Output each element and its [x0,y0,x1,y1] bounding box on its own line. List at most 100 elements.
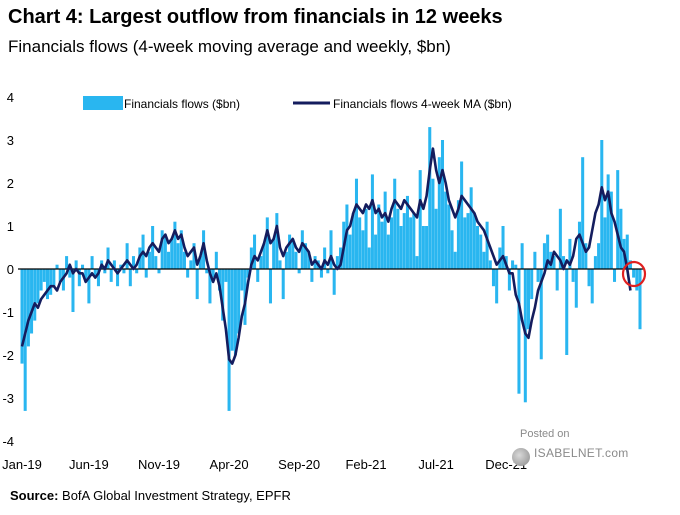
flow-bar [249,247,253,269]
flow-bar [616,170,620,269]
flow-bar [288,234,292,269]
flow-bar [326,269,330,274]
flow-bar [491,269,495,287]
flow-bar [606,174,610,269]
flow-bar [208,269,212,304]
bar-series [20,127,642,411]
flow-bar [399,226,403,269]
flow-bar [593,256,597,269]
source-note: Source: BofA Global Investment Strategy,… [10,488,291,503]
flow-bar [466,213,470,269]
flow-bar [495,269,499,304]
legend-line-label: Financials flows 4-week MA ($bn) [333,97,512,111]
flow-bar [501,226,505,269]
flow-bar [472,213,476,269]
flow-bar [74,260,78,269]
flow-bar [542,243,546,269]
flow-bar [361,230,365,269]
flow-bar [386,234,390,269]
flow-bar [253,234,257,269]
flow-bar [284,251,288,269]
flow-bar [259,256,263,269]
flow-bar [584,243,588,269]
flow-bar [68,269,72,278]
flow-bar [278,260,282,269]
x-tick-label: Nov-19 [138,457,180,472]
flow-bar [176,243,180,269]
flow-bar [144,269,148,278]
flow-bar [112,260,116,269]
flow-bar [402,213,406,269]
flow-bar [205,269,209,274]
flow-bar [444,191,448,269]
x-tick-label: Jan-19 [2,457,42,472]
x-tick-label: Jun-19 [69,457,109,472]
flow-bar [613,269,617,282]
flow-bar [609,191,613,269]
flow-bar [116,269,120,287]
flow-bar [562,256,566,269]
flow-bar [603,217,607,269]
flow-bar [568,238,572,269]
flow-bar [39,269,43,291]
flow-bar [275,213,279,269]
flow-bar [453,251,457,269]
flow-bar [571,269,575,282]
flow-bar [421,226,425,269]
flow-bar [160,230,164,269]
flow-bar [157,269,161,274]
watermark: Posted on ISABELNET.com [512,428,642,470]
flow-bar [437,157,441,269]
flow-bar [71,269,75,312]
flow-bar [354,178,358,269]
flow-bar [539,269,543,360]
flow-bar [460,161,464,269]
x-tick-label: Sep-20 [278,457,320,472]
chart-subtitle: Financials flows (4-week moving average … [8,37,451,56]
x-axis-labels: Jan-19 Jun-19 Nov-19 Apr-20 Sep-20 Feb-21 Jul-… [2,457,527,472]
flow-bar [390,217,394,269]
flow-bar [482,251,486,269]
flow-bar [488,260,492,269]
flow-bar [77,269,81,287]
flow-bar [329,230,333,269]
highlight-circle [621,260,647,288]
flow-bar [291,238,295,269]
flow-bar [170,238,174,269]
flow-bar [431,178,435,269]
flow-bar [109,269,113,282]
flow-bar [485,221,489,269]
flow-bar [217,269,222,291]
flow-bar [58,269,62,282]
flow-bar [425,226,429,269]
flow-bar [272,238,276,269]
flow-bar [103,269,107,274]
x-tick-label: Jul-21 [418,457,453,472]
watermark-site: ISABELNET.com [534,446,629,460]
flow-bar [628,260,632,269]
flow-bar [87,269,91,304]
flow-bar [469,187,473,269]
flow-bar [30,269,34,334]
flow-bar [463,217,467,269]
flow-bar [294,251,298,269]
flow-bar [600,140,604,269]
flow-bar [65,256,69,269]
flow-bar [380,221,384,269]
flow-bar [179,230,183,269]
flow-bar [262,243,266,269]
flow-bar [358,217,362,269]
flow-bar [450,230,454,269]
flow-bar [428,127,432,269]
flow-bar [256,269,260,282]
flow-bar [383,191,387,269]
flow-bar [409,217,413,269]
flow-bar [367,247,371,269]
flow-bar [221,269,225,321]
flow-bar [597,243,601,269]
flow-bar [49,269,53,295]
flow-bar [577,221,581,269]
flow-bar [319,269,323,278]
flow-bar [517,269,521,394]
